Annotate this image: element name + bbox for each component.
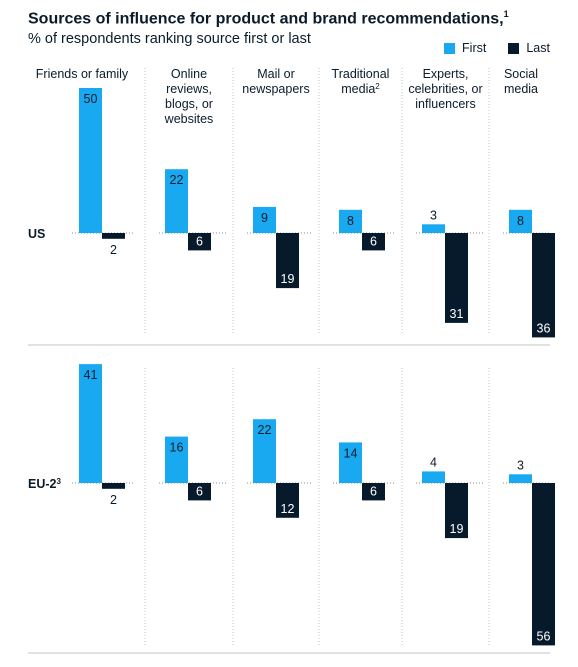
bar-last xyxy=(188,483,211,501)
legend-swatch-last xyxy=(508,42,520,54)
legend-label-first: First xyxy=(462,41,487,55)
bar-first xyxy=(422,224,445,233)
legend-item-last: Last xyxy=(508,41,550,55)
bar-last xyxy=(102,483,125,489)
data-label-last: 36 xyxy=(537,321,551,335)
bar-first xyxy=(165,436,188,483)
bar-last xyxy=(445,483,468,539)
data-label-first: 16 xyxy=(170,441,184,455)
data-label-last: 6 xyxy=(370,234,377,248)
data-label-last: 31 xyxy=(450,307,464,321)
bar-first xyxy=(339,442,362,483)
title-footnote-marker: 1 xyxy=(503,9,509,19)
bar-last xyxy=(532,483,555,646)
bar-last xyxy=(532,233,555,338)
data-label-last: 2 xyxy=(110,243,117,257)
chart-subtitle: % of respondents ranking source first or… xyxy=(28,31,311,47)
bar-last xyxy=(102,233,125,239)
bar-first xyxy=(79,364,102,483)
bar-first xyxy=(509,474,532,483)
data-label-last: 19 xyxy=(450,522,464,536)
legend-swatch-first xyxy=(444,42,456,54)
bar-last xyxy=(362,233,385,251)
bar-first xyxy=(79,88,102,233)
data-label-first: 22 xyxy=(258,423,272,437)
bar-first xyxy=(253,206,276,233)
bar-first xyxy=(339,209,362,233)
bar-last xyxy=(188,233,211,251)
category-label: Experts, celebrities, or influencers xyxy=(408,67,482,111)
data-label-last: 6 xyxy=(370,484,377,498)
bar-first xyxy=(165,169,188,233)
data-label-first: 4 xyxy=(430,455,437,469)
data-label-first: 22 xyxy=(170,173,184,187)
chart-title: Sources of influence for product and bra… xyxy=(28,9,509,28)
legend-label-last: Last xyxy=(526,41,550,55)
category-label: Mail or newspapers xyxy=(242,67,309,96)
data-label-last: 19 xyxy=(281,272,295,286)
legend: First Last xyxy=(422,41,550,55)
bar-first xyxy=(253,419,276,483)
data-label-first: 3 xyxy=(517,458,524,472)
bar-last xyxy=(276,233,299,289)
bar-first xyxy=(422,471,445,483)
legend-item-first: First xyxy=(444,41,486,55)
data-label-first: 41 xyxy=(84,368,98,382)
category-label: Online reviews, blogs, or websites xyxy=(164,67,214,126)
bar-last xyxy=(276,483,299,518)
data-label-last: 6 xyxy=(196,234,203,248)
category-label: Traditional media2 xyxy=(332,67,390,96)
bar-last xyxy=(445,233,468,323)
data-label-first: 8 xyxy=(347,214,354,228)
chart-title-text: Sources of influence for product and bra… xyxy=(28,10,504,28)
data-label-last: 12 xyxy=(281,502,295,516)
data-label-last: 56 xyxy=(537,629,551,643)
data-label-last: 6 xyxy=(196,484,203,498)
data-label-first: 50 xyxy=(84,92,98,106)
data-label-last: 2 xyxy=(110,493,117,507)
data-label-first: 8 xyxy=(517,214,524,228)
category-label: Friends or family xyxy=(36,67,129,81)
row-label: US xyxy=(28,227,45,241)
row-label: EU-23 xyxy=(28,477,61,492)
category-label: Social media xyxy=(504,67,538,96)
data-label-first: 3 xyxy=(430,208,437,222)
bar-first xyxy=(509,209,532,233)
bar-last xyxy=(362,483,385,501)
data-label-first: 9 xyxy=(261,211,268,225)
data-label-first: 14 xyxy=(344,446,358,460)
